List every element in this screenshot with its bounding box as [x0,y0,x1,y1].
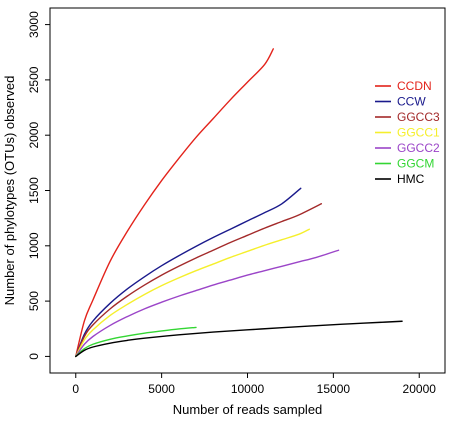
y-axis-ticks: 0 500 1000 1500 2000 2500 3000 [27,11,50,360]
y-tick-label: 500 [27,291,41,311]
x-axis-ticks: 0 5000 10000 15000 20000 [72,373,436,396]
series-line-ggcc3 [75,203,323,358]
series-line-hmc [75,320,403,358]
y-tick-label: 0 [27,353,41,360]
legend-item-hmc: HMC [375,172,425,186]
x-tick-label: 15000 [317,382,351,396]
series-lines [75,48,403,358]
legend-item-ggcc3: GGCC3 [375,110,440,124]
legend-label: GGCM [397,157,434,171]
legend-label: CCDN [397,79,432,93]
legend-label: GGCC3 [397,110,440,124]
series-line-ccw [75,187,302,358]
series-line-ggcm [75,326,197,358]
legend-item-ggcm: GGCM [375,157,434,171]
x-axis-label: Number of reads sampled [173,402,323,417]
y-tick-label: 1000 [27,232,41,259]
legend-label: GGCC2 [397,141,440,155]
series-line-ggcc1 [75,228,311,358]
legend-item-ggcc1: GGCC1 [375,126,440,140]
legend-label: CCW [397,95,426,109]
legend-item-ccw: CCW [375,95,426,109]
series-line-ggcc2 [75,249,340,358]
x-tick-label: 10000 [231,382,265,396]
y-tick-label: 3000 [27,11,41,38]
legend-item-ccdn: CCDN [375,79,432,93]
legend-label: GGCC1 [397,126,440,140]
plot-frame [49,7,446,374]
y-tick-label: 2500 [27,66,41,93]
series-line-ccdn [75,48,274,358]
x-tick-label: 5000 [148,382,175,396]
legend-item-ggcc2: GGCC2 [375,141,440,155]
y-axis-label: Number of phylotypes (OTUs) observed [2,76,17,306]
y-tick-label: 2000 [27,122,41,149]
legend-label: HMC [397,172,425,186]
y-tick-label: 1500 [27,177,41,204]
x-tick-label: 20000 [403,382,437,396]
x-tick-label: 0 [72,382,79,396]
axes: 0 5000 10000 15000 20000 0 500 1000 1500 2000 250… [27,7,446,396]
